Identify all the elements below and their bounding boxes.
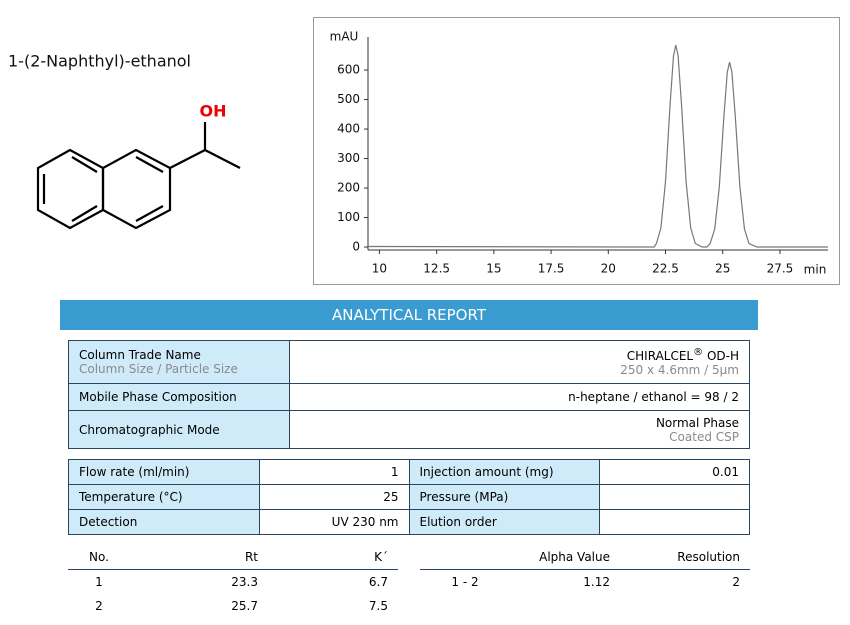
row: Flow rate (ml/min) 1 Injection amount (mg)… xyxy=(68,459,750,485)
y-tick-label: 300 xyxy=(337,151,360,165)
condition-value xyxy=(599,484,750,510)
condition-value: 25 xyxy=(258,484,410,510)
results-cell: 7.5 xyxy=(368,599,388,613)
y-tick-label: 400 xyxy=(337,122,360,136)
molecule xyxy=(36,122,241,230)
x-tick-label: 17.5 xyxy=(538,262,565,276)
chart: mAU min 0 100 200 300 400 500 600 10 12.5 15 17.5 20 2… xyxy=(330,30,828,277)
condition-value: 1 xyxy=(258,459,410,485)
subvalue: Coated CSP xyxy=(669,429,739,444)
y-tick-label: 500 xyxy=(337,92,360,106)
compound-name: 1-(2-Naphthyl)-ethanol xyxy=(8,52,191,71)
value: Normal Phase xyxy=(655,415,739,430)
condition-label: Flow rate (ml/min) xyxy=(68,459,260,485)
results-cell: 2 xyxy=(95,599,103,613)
separation-alpha: 1.12 xyxy=(583,575,610,589)
value-suffix: OD-H xyxy=(706,349,739,363)
cell: Mobile Phase Composition xyxy=(68,383,290,411)
x-tick-label: 15 xyxy=(486,262,501,276)
conditions-table: Flow rate (ml/min) 1 Injection amount (mg)… xyxy=(68,459,750,535)
column-table: Column Trade Name Column Size / Particle … xyxy=(68,340,750,449)
x-tick-label: 12.5 xyxy=(423,262,450,276)
results-cell: 23.3 xyxy=(231,575,258,589)
chart-frame xyxy=(313,17,840,285)
mark: ® xyxy=(693,347,704,358)
rule xyxy=(420,569,750,570)
results-header: Rt xyxy=(244,550,258,564)
condition-label: Temperature (°C) xyxy=(68,484,260,510)
y-axis-label: mAU xyxy=(330,30,359,44)
sublabel: Column Size / Particle Size xyxy=(79,362,238,376)
row: Column Trade Name Column Size / Particle … xyxy=(68,340,750,384)
separation-resolution: 2 xyxy=(732,575,740,589)
row: Chromatographic Mode Normal Phase Coated … xyxy=(68,410,750,449)
results-header: K´ xyxy=(374,550,388,564)
chromatogram-line xyxy=(367,44,828,248)
results-cell: 25.7 xyxy=(231,599,258,613)
label: Column Trade Name xyxy=(79,348,201,362)
condition-label: Detection xyxy=(68,509,260,535)
subvalue: 250 x 4.6mm / 5µm xyxy=(620,363,739,377)
cell: n-heptane / ethanol = 98 / 2 xyxy=(289,383,750,411)
results-header: No. xyxy=(89,550,109,564)
results-cell: 6.7 xyxy=(368,575,388,589)
results-cell: 1 xyxy=(95,575,103,589)
report-title: ANALYTICAL REPORT xyxy=(60,300,758,330)
x-axis-label: min xyxy=(804,263,827,277)
condition-value: UV 230 nm xyxy=(258,509,410,535)
y-tick-label: 600 xyxy=(337,63,360,77)
y-tick-label: 100 xyxy=(337,210,360,224)
row: Mobile Phase Composition n-heptane / eth… xyxy=(68,383,750,411)
x-tick-label: 25 xyxy=(715,262,730,276)
cell: CHIRALCEL® OD-H 250 x 4.6mm / 5µm xyxy=(289,340,750,384)
cell: Column Trade Name Column Size / Particle … xyxy=(68,340,290,384)
cell: Normal Phase Coated CSP xyxy=(289,410,750,449)
condition-value: 0.01 xyxy=(599,459,750,485)
condition-label: Injection amount (mg) xyxy=(408,459,601,485)
x-tick-label: 22.5 xyxy=(652,262,679,276)
condition-label: Elution order xyxy=(408,509,601,535)
x-tick-label: 27.5 xyxy=(767,262,794,276)
x-tick-label: 10 xyxy=(372,262,387,276)
condition-value xyxy=(599,509,750,535)
separation-pair: 1 - 2 xyxy=(451,575,479,589)
separation-header: Alpha Value xyxy=(539,550,610,564)
value: CHIRALCEL xyxy=(626,349,694,363)
row: Temperature (°C) 25 Pressure (MPa) xyxy=(68,484,750,510)
rule xyxy=(68,569,398,570)
y-tick-label: 0 xyxy=(352,240,360,254)
x-tick-label: 20 xyxy=(601,262,616,276)
hydroxyl-label: OH xyxy=(200,102,227,121)
condition-label: Pressure (MPa) xyxy=(408,484,601,510)
row: Detection UV 230 nm Elution order xyxy=(68,509,750,535)
cell: Chromatographic Mode xyxy=(68,410,290,449)
y-tick-label: 200 xyxy=(337,181,360,195)
separation-header: Resolution xyxy=(677,550,740,564)
